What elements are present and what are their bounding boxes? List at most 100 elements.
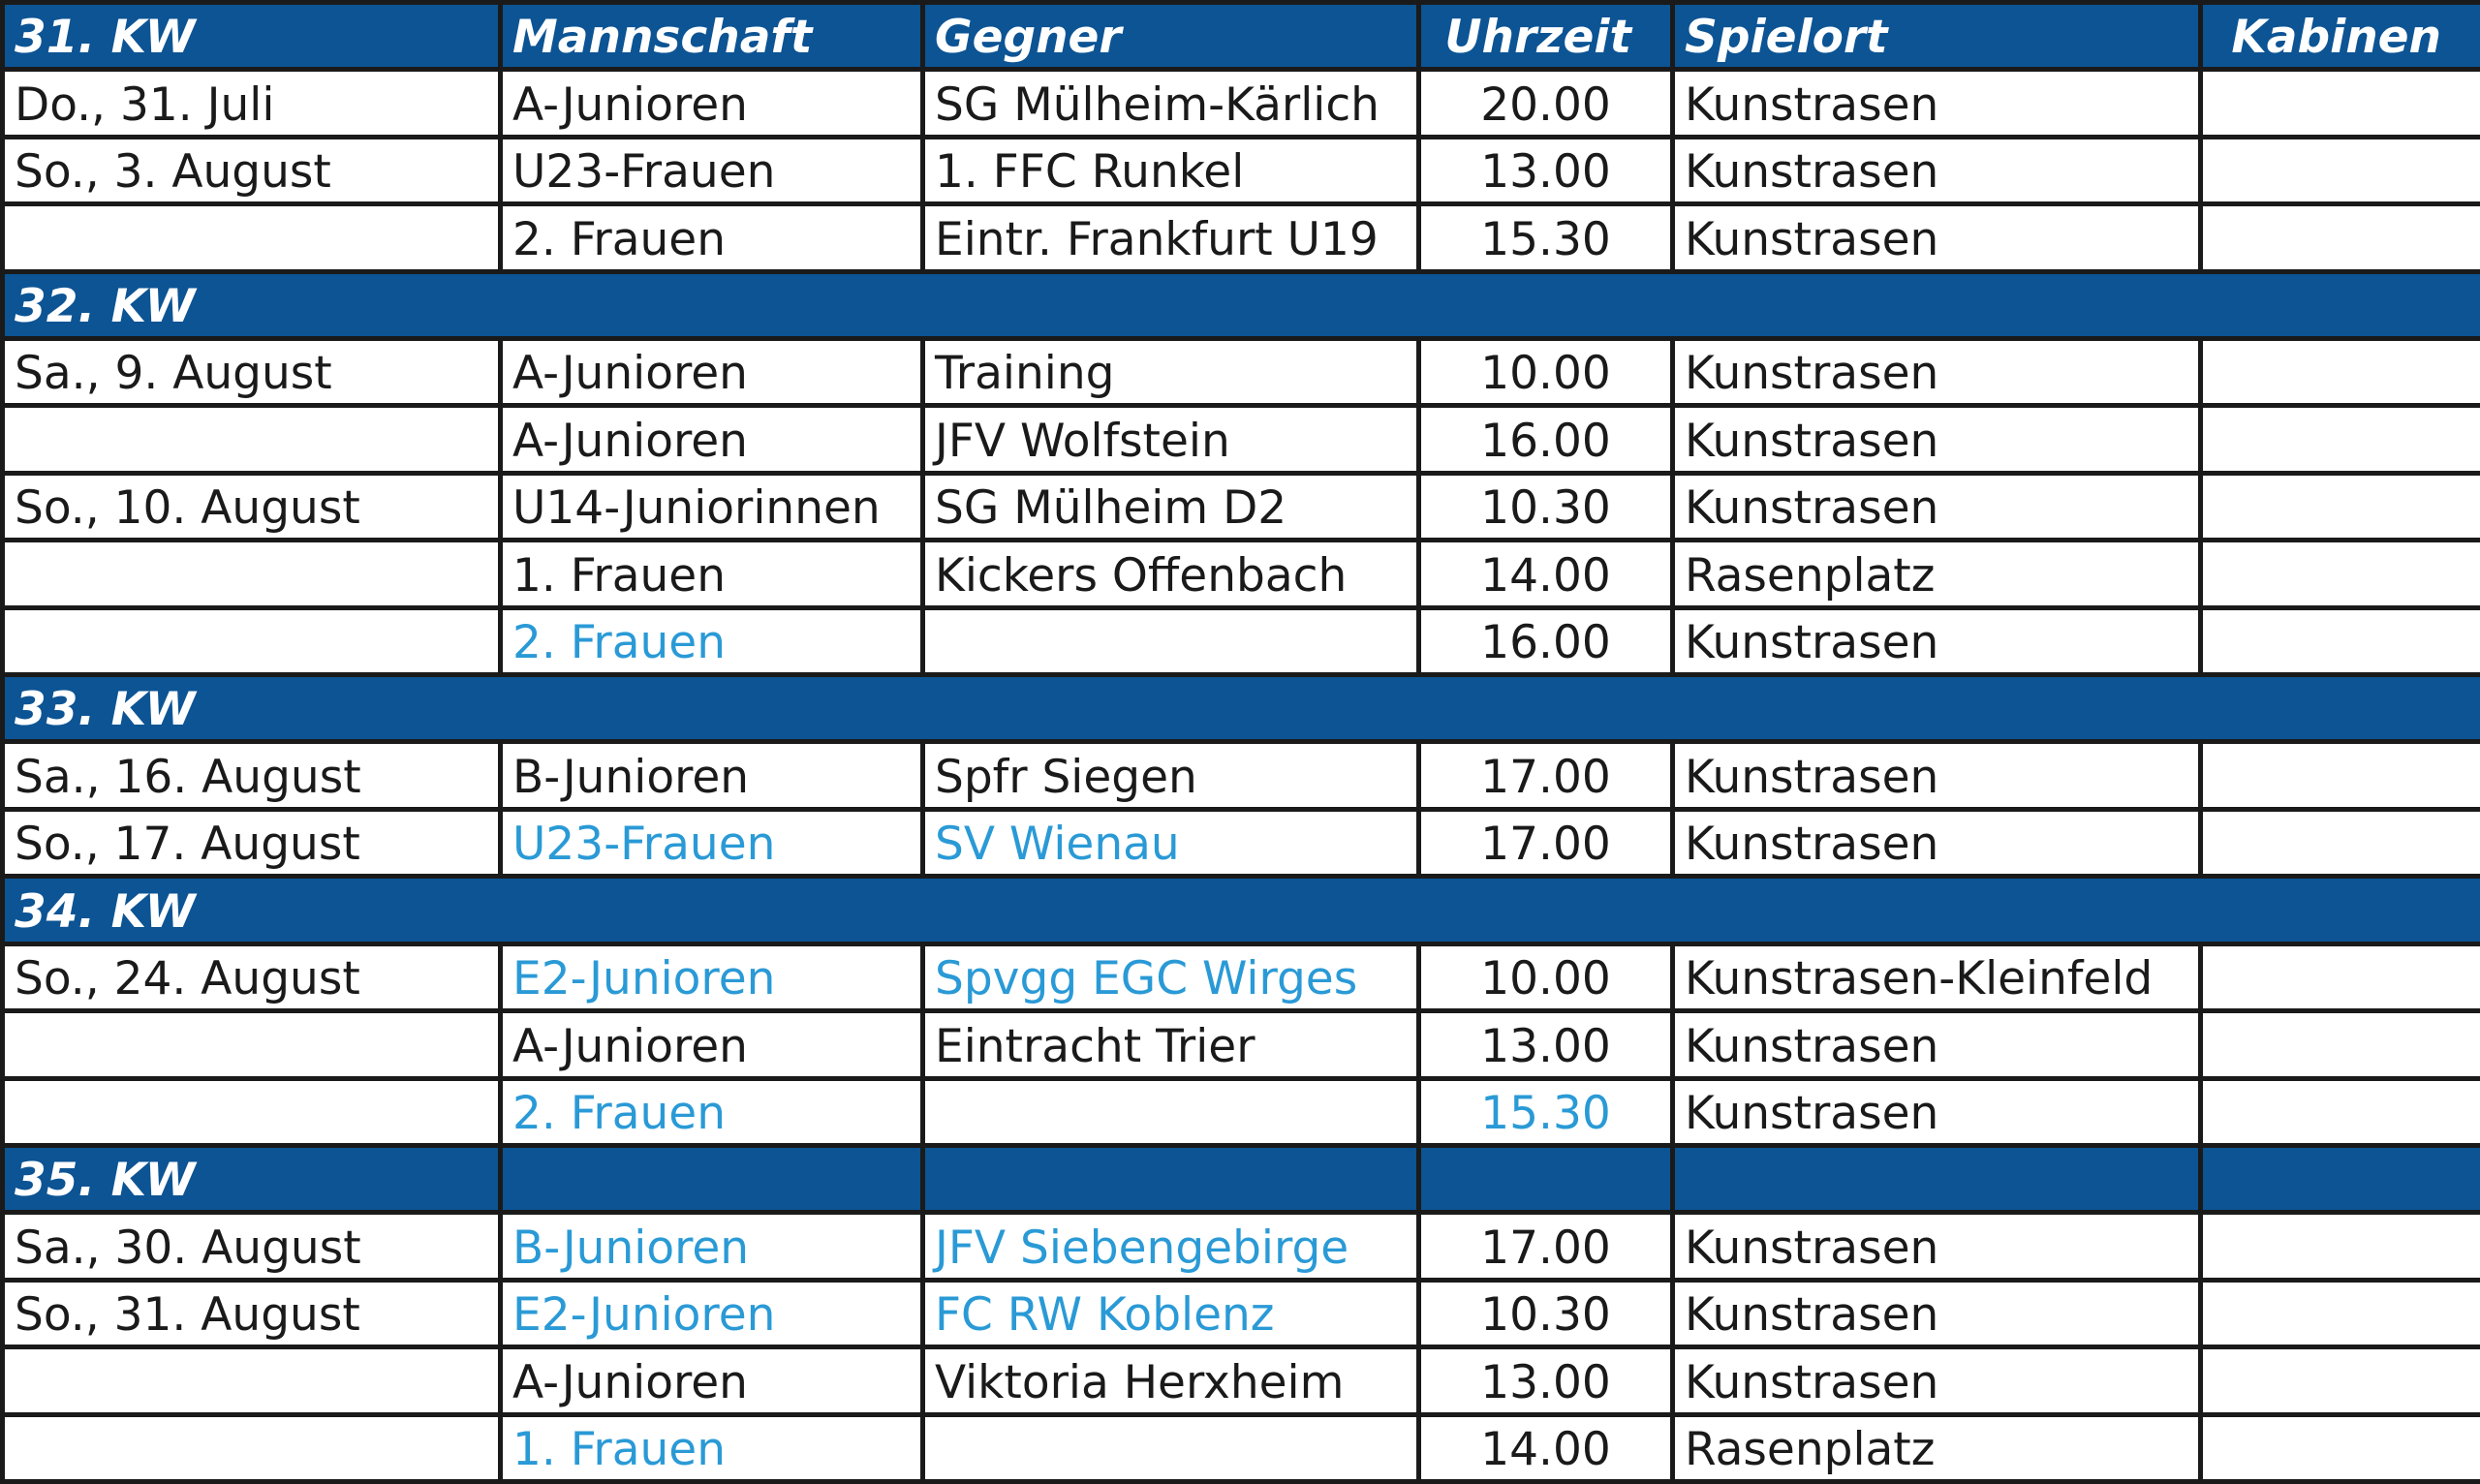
cell-opponent: Spvgg EGC Wirges <box>920 941 1421 1014</box>
cell-team: B-Junioren <box>498 1210 925 1283</box>
cell-venue: Rasenplatz <box>1670 1411 2203 1484</box>
week-filler-cell <box>1416 672 1675 745</box>
cell-time: 17.00 <box>1416 1210 1675 1283</box>
cell-date <box>0 201 503 274</box>
cell-time: 10.30 <box>1416 470 1675 543</box>
week-filler-cell <box>2198 268 2480 342</box>
cell-team: 2. Frauen <box>498 1075 925 1148</box>
header-week: 31. KW <box>0 0 503 73</box>
match-row: So., 10. August U14-Juniorinnen SG Mülheim… <box>0 470 2480 543</box>
cell-date: Sa., 16. August <box>0 739 503 812</box>
cell-opponent: SG Mülheim D2 <box>920 470 1421 543</box>
cell-cabins <box>2198 1411 2480 1484</box>
cell-cabins <box>2198 739 2480 812</box>
match-row: Sa., 16. August B-Junioren Spfr Siegen 17.0… <box>0 739 2480 812</box>
match-row: 1. Frauen 14.00 Rasenplatz <box>0 1411 2480 1484</box>
cell-venue: Kunstrasen <box>1670 1008 2203 1081</box>
cell-cabins <box>2198 134 2480 207</box>
header-venue: Spielort <box>1670 0 2203 73</box>
cell-cabins <box>2198 1075 2480 1148</box>
cell-opponent: Eintracht Trier <box>920 1008 1421 1081</box>
cell-opponent <box>920 604 1421 678</box>
cell-date: So., 10. August <box>0 470 503 543</box>
week-separator-row: 35. KW <box>0 1142 2480 1216</box>
cell-team: E2-Junioren <box>498 1277 925 1350</box>
cell-team: A-Junioren <box>498 1345 925 1417</box>
cell-time: 14.00 <box>1416 538 1675 610</box>
cell-team: A-Junioren <box>498 1008 925 1081</box>
week-filler-cell <box>1416 874 1675 946</box>
cell-date <box>0 604 503 678</box>
cell-time: 14.00 <box>1416 1411 1675 1484</box>
cell-date <box>0 1345 503 1417</box>
cell-time: 17.00 <box>1416 739 1675 812</box>
week-filler-cell <box>1670 1142 2203 1216</box>
week-label: 33. KW <box>0 672 503 745</box>
cell-time: 13.00 <box>1416 134 1675 207</box>
cell-team: 2. Frauen <box>498 201 925 274</box>
cell-team: 1. Frauen <box>498 538 925 610</box>
cell-date: So., 17. August <box>0 806 503 880</box>
week-filler-cell <box>498 672 925 745</box>
cell-cabins <box>2198 1008 2480 1081</box>
cell-cabins <box>2198 336 2480 409</box>
cell-cabins <box>2198 201 2480 274</box>
header-time: Uhrzeit <box>1416 0 1675 73</box>
cell-venue: Kunstrasen <box>1670 403 2203 476</box>
cell-opponent: Eintr. Frankfurt U19 <box>920 201 1421 274</box>
cell-time: 10.30 <box>1416 1277 1675 1350</box>
week-label: 35. KW <box>0 1142 503 1216</box>
cell-opponent <box>920 1411 1421 1484</box>
cell-opponent: JFV Wolfstein <box>920 403 1421 476</box>
header-team: Mannschaft <box>498 0 925 73</box>
cell-time: 16.00 <box>1416 604 1675 678</box>
week-separator-row: 33. KW <box>0 672 2480 745</box>
cell-opponent: SV Wienau <box>920 806 1421 880</box>
match-row: 2. Frauen 15.30 Kunstrasen <box>0 1075 2480 1148</box>
cell-cabins <box>2198 806 2480 880</box>
cell-date: Sa., 30. August <box>0 1210 503 1283</box>
cell-date <box>0 1008 503 1081</box>
week-filler-cell <box>1416 1142 1675 1216</box>
header-cabins: Kabinen <box>2198 0 2480 73</box>
match-row: Sa., 9. August A-Junioren Training 10.00 Kun… <box>0 336 2480 409</box>
week-filler-cell <box>920 268 1421 342</box>
cell-cabins <box>2198 604 2480 678</box>
week-separator-row: 32. KW <box>0 268 2480 342</box>
cell-time: 15.30 <box>1416 201 1675 274</box>
cell-date <box>0 1075 503 1148</box>
week-filler-cell <box>2198 1142 2480 1216</box>
cell-time: 10.00 <box>1416 941 1675 1014</box>
cell-venue: Rasenplatz <box>1670 538 2203 610</box>
cell-team: U14-Juniorinnen <box>498 470 925 543</box>
cell-venue: Kunstrasen <box>1670 806 2203 880</box>
cell-cabins <box>2198 1277 2480 1350</box>
cell-opponent: Training <box>920 336 1421 409</box>
match-row: 2. Frauen Eintr. Frankfurt U19 15.30 Kunstr… <box>0 201 2480 274</box>
cell-time: 13.00 <box>1416 1008 1675 1081</box>
cell-time: 15.30 <box>1416 1075 1675 1148</box>
match-row: A-Junioren JFV Wolfstein 16.00 Kunstrasen <box>0 403 2480 476</box>
week-filler-cell <box>1416 268 1675 342</box>
match-row: Sa., 30. August B-Junioren JFV Siebengebir… <box>0 1210 2480 1283</box>
cell-cabins <box>2198 67 2480 139</box>
cell-team: A-Junioren <box>498 403 925 476</box>
week-filler-cell <box>1670 268 2203 342</box>
cell-team: B-Junioren <box>498 739 925 812</box>
header-opponent: Gegner <box>920 0 1421 73</box>
cell-time: 17.00 <box>1416 806 1675 880</box>
cell-venue: Kunstrasen <box>1670 1277 2203 1350</box>
cell-team: U23-Frauen <box>498 806 925 880</box>
cell-cabins <box>2198 941 2480 1014</box>
cell-date: So., 24. August <box>0 941 503 1014</box>
cell-opponent: Spfr Siegen <box>920 739 1421 812</box>
match-row: So., 24. August E2-Junioren Spvgg EGC Wirg… <box>0 941 2480 1014</box>
match-row: So., 3. August U23-Frauen 1. FFC Runkel 13.… <box>0 134 2480 207</box>
week-filler-cell <box>498 874 925 946</box>
cell-opponent: 1. FFC Runkel <box>920 134 1421 207</box>
week-label: 34. KW <box>0 874 503 946</box>
cell-date <box>0 538 503 610</box>
cell-time: 10.00 <box>1416 336 1675 409</box>
